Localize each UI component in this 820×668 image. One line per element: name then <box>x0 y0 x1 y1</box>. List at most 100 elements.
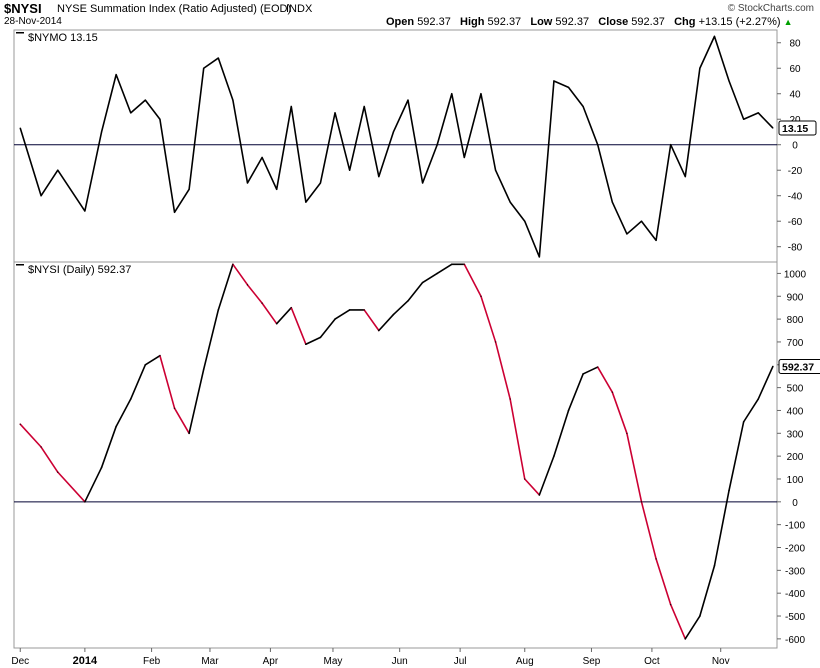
nysi-data-point <box>699 615 701 617</box>
nymo-data-point <box>203 67 205 69</box>
nysi-series-segment <box>480 295 497 343</box>
nymo-data-point <box>100 131 103 133</box>
nysi-series-segment <box>509 398 526 480</box>
exchange-label: INDX <box>286 3 313 15</box>
nysi-data-point <box>757 398 759 400</box>
x-tick-label: Jul <box>454 656 467 667</box>
nymo-data-point <box>392 131 395 133</box>
nysi-data-point <box>655 558 657 560</box>
nysi-data-point <box>713 565 716 567</box>
nysi-data-point <box>276 323 278 325</box>
y-tick-label: -100 <box>785 521 805 532</box>
nysi-series-segment <box>523 478 541 496</box>
nymo-data-point <box>84 210 86 212</box>
nymo-data-point <box>684 175 686 178</box>
nysi-series-segment <box>334 309 351 320</box>
nymo-data-point <box>582 105 584 108</box>
nymo-data-point <box>451 93 453 95</box>
panel-title: $NYMO 13.15 <box>28 32 98 44</box>
nysi-data-point <box>494 341 497 343</box>
nysi-series-segment <box>596 366 614 393</box>
plot-frame <box>13 29 778 649</box>
nymo-data-point <box>538 256 540 258</box>
nymo-data-point <box>422 182 424 184</box>
nymo-data-point <box>626 233 628 235</box>
nysi-series-segment <box>144 354 161 366</box>
nysi-series-segment <box>261 302 278 325</box>
nysi-series-segment <box>713 489 730 567</box>
nysi-data-point <box>597 366 599 368</box>
copyright-label: © StockCharts.com <box>727 3 814 14</box>
nymo-data-point <box>509 201 511 203</box>
nysi-data-point <box>463 263 465 265</box>
nymo-data-point <box>772 127 774 129</box>
nysi-data-point <box>524 478 526 480</box>
y-tick-label: -20 <box>788 166 803 177</box>
nymo-data-point <box>57 169 59 171</box>
y-tick-label: 100 <box>787 475 804 486</box>
nysi-data-point <box>130 398 132 400</box>
y-tick-label: 400 <box>787 406 804 417</box>
nymo-data-point <box>611 201 613 203</box>
nysi-data-point <box>57 471 59 473</box>
nymo-data-point <box>567 86 570 88</box>
y-tick-label: -400 <box>785 589 805 600</box>
nymo-data-point <box>713 35 716 37</box>
ohlc-close: Close 592.37 <box>598 16 665 28</box>
ohlc-high: High 592.37 <box>460 16 522 28</box>
y-tick-label: 40 <box>789 90 801 101</box>
nysi-series-segment <box>19 423 42 448</box>
nysi-data-point <box>582 373 584 375</box>
x-tick-label: Jun <box>392 656 408 667</box>
nysi-data-point <box>319 336 322 338</box>
nysi-series-segment <box>40 446 59 473</box>
x-tick-label: Dec <box>11 656 29 667</box>
chart-symbol: $NYSI <box>4 1 42 16</box>
x-tick-label: Sep <box>583 656 601 667</box>
y-tick-label: 300 <box>787 429 804 440</box>
nysi-data-point <box>611 391 613 393</box>
y-tick-label: -600 <box>785 635 805 646</box>
nysi-data-point <box>509 398 511 400</box>
nysi-data-point <box>567 409 570 412</box>
nysi-data-point <box>626 432 628 434</box>
last-value-box <box>778 359 820 375</box>
nymo-data-point <box>188 188 190 190</box>
nymo-data-point <box>743 118 745 120</box>
y-tick-label: 200 <box>787 452 804 463</box>
nysi-series-segment <box>217 263 234 311</box>
chart-description: NYSE Summation Index (Ratio Adjusted) (E… <box>57 3 292 15</box>
nysi-data-point <box>378 329 380 332</box>
nysi-series-segment <box>56 471 86 503</box>
ohlc-open: Open 592.37 <box>386 16 451 28</box>
nymo-data-point <box>334 112 336 114</box>
nymo-data-point <box>640 220 643 222</box>
legend-swatch <box>16 32 24 34</box>
nymo-data-point <box>670 144 672 146</box>
nymo-data-point <box>246 182 249 184</box>
nysi-data-point <box>392 313 395 316</box>
up-arrow-icon: ▲ <box>783 17 793 27</box>
nymo-data-point <box>407 99 409 101</box>
nysi-data-point <box>451 263 453 265</box>
nymo-data-point <box>494 169 497 171</box>
nysi-data-point <box>100 466 103 469</box>
nymo-data-point <box>463 156 465 159</box>
nysi-series-segment <box>100 425 117 469</box>
nysi-data-point <box>290 307 292 309</box>
nysi-series-segment <box>173 407 190 435</box>
nysi-series-segment <box>611 391 628 435</box>
ohlc-readout: Open 592.37 High 592.37 Low 592.37 Close… <box>386 16 793 28</box>
x-tick-label: May <box>324 656 343 667</box>
nysi-data-point <box>19 423 21 425</box>
nysi-data-point <box>640 501 643 503</box>
last-value-label: 592.37 <box>782 362 814 374</box>
nysi-data-point <box>115 425 117 428</box>
nysi-data-point <box>553 455 555 457</box>
nysi-data-point <box>159 355 161 357</box>
nymo-data-point <box>115 74 117 76</box>
nysi-series-segment <box>538 455 555 496</box>
nysi-series-segment <box>378 313 395 332</box>
nysi-data-point <box>363 309 365 311</box>
nysi-series-segment <box>728 421 745 492</box>
